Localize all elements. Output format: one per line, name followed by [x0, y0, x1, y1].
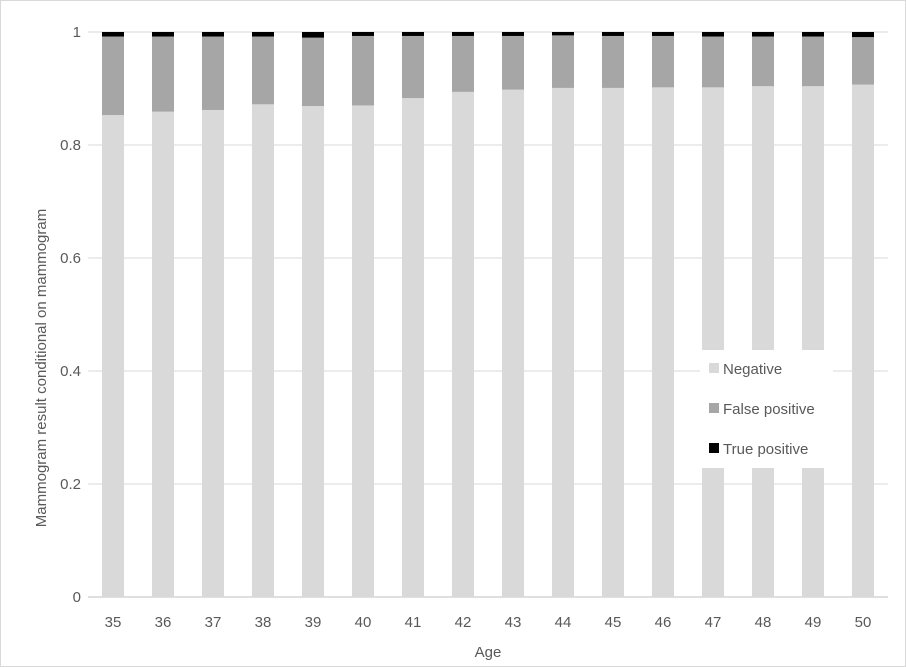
- bar-false-positive-41: [402, 35, 424, 99]
- bar-false-positive-48: [752, 36, 774, 87]
- bar-true-positive-47: [702, 32, 724, 37]
- bar-negative-44: [552, 87, 574, 597]
- bar-negative-49: [802, 86, 824, 598]
- bar-negative-46: [652, 87, 674, 598]
- bar-false-positive-45: [602, 35, 624, 88]
- x-tick-label: 50: [855, 614, 872, 631]
- x-tick-label: 38: [255, 614, 272, 631]
- x-tick-label: 49: [805, 614, 822, 631]
- x-tick-label: 37: [205, 614, 222, 631]
- bar-true-positive-35: [102, 32, 124, 37]
- bar-true-positive-41: [402, 32, 424, 36]
- y-tick-label: 0.8: [60, 137, 81, 154]
- bar-negative-36: [152, 111, 174, 597]
- bar-negative-35: [102, 115, 124, 598]
- bar-true-positive-38: [252, 32, 274, 37]
- bar-true-positive-48: [752, 32, 774, 37]
- bar-true-positive-44: [552, 32, 574, 36]
- bar-negative-42: [452, 91, 474, 597]
- y-tick-label: 0.4: [60, 363, 81, 380]
- x-tick-label: 36: [155, 614, 172, 631]
- bar-false-positive-36: [152, 36, 174, 112]
- legend-box: [700, 350, 833, 468]
- x-tick-label: 42: [455, 614, 472, 631]
- bar-negative-45: [602, 87, 624, 597]
- legend-label: True positive: [723, 441, 808, 458]
- bar-false-positive-47: [702, 36, 724, 88]
- x-tick-label: 40: [355, 614, 372, 631]
- x-tick-label: 43: [505, 614, 522, 631]
- bar-true-positive-37: [202, 32, 224, 37]
- y-axis-title: Mammogram result conditional on mammogra…: [33, 209, 50, 527]
- bar-true-positive-39: [302, 32, 324, 38]
- x-tick-labels: 35 36 37 38 39 40 41 42 43 44 45 46 47 48 49 50: [105, 614, 872, 631]
- x-tick-label: 46: [655, 614, 672, 631]
- legend-swatch: [709, 403, 719, 413]
- bar-false-positive-44: [552, 35, 574, 88]
- bar-negative-37: [202, 109, 224, 597]
- y-tick-label: 0.2: [60, 476, 81, 493]
- y-tick-label: 0: [73, 589, 81, 606]
- bar-false-positive-50: [852, 37, 874, 85]
- bar-true-positive-50: [852, 32, 874, 38]
- bar-false-positive-40: [352, 35, 374, 106]
- legend-swatch: [709, 443, 719, 453]
- y-tick-label: 1: [73, 24, 81, 41]
- bar-negative-43: [502, 89, 524, 597]
- x-tick-label: 44: [555, 614, 572, 631]
- x-tick-label: 47: [705, 614, 722, 631]
- x-tick-label: 35: [105, 614, 122, 631]
- bar-true-positive-43: [502, 32, 524, 36]
- bar-false-positive-43: [502, 35, 524, 90]
- x-tick-label: 45: [605, 614, 622, 631]
- bar-negative-41: [402, 98, 424, 597]
- bar-negative-40: [352, 105, 374, 597]
- bar-false-positive-38: [252, 36, 274, 105]
- bar-negative-47: [702, 87, 724, 598]
- bar-true-positive-40: [352, 32, 374, 36]
- bar-true-positive-45: [602, 32, 624, 36]
- bar-false-positive-46: [652, 35, 674, 88]
- legend-label: False positive: [723, 401, 815, 418]
- bar-true-positive-49: [802, 32, 824, 37]
- bar-true-positive-36: [152, 32, 174, 37]
- bar-false-positive-42: [452, 35, 474, 92]
- bar-negative-39: [302, 106, 324, 597]
- legend-swatch: [709, 363, 719, 373]
- bar-false-positive-49: [802, 36, 824, 87]
- bar-negative-38: [252, 104, 274, 597]
- bar-true-positive-42: [452, 32, 474, 36]
- y-tick-label: 0.6: [60, 250, 81, 267]
- x-tick-label: 39: [305, 614, 322, 631]
- bar-negative-50: [852, 84, 874, 598]
- legend: Negative False positive True positive: [700, 350, 833, 468]
- x-tick-label: 48: [755, 614, 772, 631]
- x-tick-label: 41: [405, 614, 422, 631]
- bars: [102, 32, 874, 598]
- bar-negative-48: [752, 86, 774, 598]
- y-tick-labels: 0 0.2 0.4 0.6 0.8 1: [60, 24, 81, 606]
- x-axis-title: Age: [475, 644, 502, 661]
- bar-false-positive-37: [202, 36, 224, 110]
- bar-false-positive-39: [302, 37, 324, 107]
- bar-false-positive-35: [102, 36, 124, 116]
- bar-true-positive-46: [652, 32, 674, 36]
- legend-label: Negative: [723, 361, 782, 378]
